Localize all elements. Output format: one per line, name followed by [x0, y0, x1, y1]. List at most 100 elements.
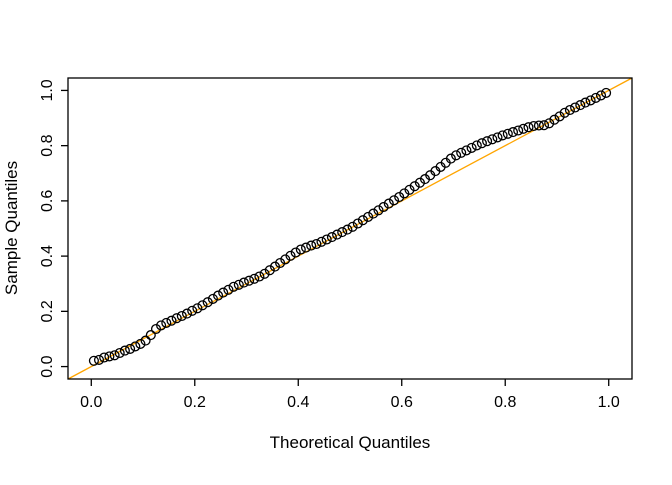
data-point — [166, 315, 177, 326]
data-point — [181, 308, 193, 319]
data-point — [564, 104, 575, 116]
data-point — [300, 242, 312, 253]
data-point — [254, 271, 265, 282]
data-point — [518, 123, 529, 134]
x-axis-title: Theoretical Quantiles — [270, 433, 431, 452]
data-point — [601, 87, 612, 98]
y-tick-label: 0.4 — [39, 245, 56, 267]
data-point — [533, 120, 544, 131]
data-point — [332, 229, 343, 240]
x-tick-label: 0.2 — [184, 394, 206, 411]
data-point — [513, 125, 524, 136]
data-point — [145, 330, 156, 341]
data-point — [337, 227, 348, 238]
data-point — [404, 184, 415, 195]
data-point — [570, 102, 581, 113]
data-point — [559, 107, 570, 118]
data-point — [93, 354, 105, 365]
x-tick-label: 1.0 — [598, 394, 620, 411]
data-point — [109, 350, 120, 361]
data-point — [595, 90, 607, 101]
data-point — [197, 300, 208, 311]
data-point — [280, 254, 291, 265]
data-point — [202, 297, 213, 308]
data-point — [383, 198, 394, 209]
data-point — [269, 261, 281, 272]
y-tick-label: 0.6 — [39, 190, 56, 212]
data-point — [378, 201, 389, 213]
data-point — [104, 351, 115, 362]
x-tick-label: 0.6 — [391, 394, 413, 411]
data-point — [523, 122, 534, 133]
data-point — [140, 335, 151, 346]
data-point — [295, 244, 306, 255]
data-point — [161, 317, 172, 328]
plot-area: 0.0 0.2 0.4 0.6 0.8 1.0 0.0 0.2 0.4 0.6 0.8 1.0 — [39, 77, 633, 411]
data-point — [114, 347, 125, 359]
data-point — [223, 284, 234, 295]
data-point — [373, 205, 384, 216]
data-point — [187, 305, 198, 316]
data-point — [326, 232, 337, 243]
data-point — [285, 250, 296, 261]
data-point — [192, 303, 203, 314]
data-point — [130, 341, 141, 352]
y-tick-label: 0.0 — [39, 355, 56, 377]
data-point — [275, 257, 286, 269]
data-point — [414, 177, 425, 188]
y-tick-label: 0.2 — [39, 300, 56, 322]
data-point — [352, 218, 363, 229]
data-point — [228, 281, 239, 292]
data-point — [507, 127, 519, 138]
data-point — [99, 352, 110, 363]
data-point — [125, 343, 136, 354]
data-point — [119, 345, 130, 356]
data-point — [471, 140, 482, 151]
x-tick-label: 0.4 — [287, 394, 309, 411]
data-point — [150, 323, 162, 335]
data-point — [409, 181, 420, 192]
data-point — [575, 100, 586, 111]
data-point — [502, 128, 513, 139]
data-point — [249, 273, 260, 284]
data-point — [233, 279, 244, 290]
data-point — [207, 293, 218, 304]
data-point — [528, 120, 539, 132]
data-point — [306, 240, 317, 251]
data-point — [259, 268, 270, 279]
data-point — [549, 114, 560, 125]
data-point — [445, 153, 456, 164]
data-point — [461, 145, 472, 156]
data-point — [466, 142, 477, 153]
data-point — [264, 265, 275, 276]
data-point — [357, 215, 368, 226]
plot-box — [67, 77, 633, 380]
data-point — [456, 147, 467, 158]
data-point — [311, 238, 322, 250]
data-point — [290, 247, 301, 258]
data-point — [590, 92, 601, 103]
data-point — [399, 188, 410, 199]
data-point — [492, 132, 503, 143]
data-point — [585, 95, 596, 106]
data-point — [135, 338, 146, 349]
data-point — [88, 355, 99, 366]
y-axis-title: Sample Quantiles — [2, 161, 21, 295]
x-tick-label: 0.8 — [494, 394, 516, 411]
data-point — [244, 275, 255, 286]
data-point — [316, 236, 327, 247]
data-point — [156, 320, 167, 331]
data-point — [342, 224, 353, 235]
data-point — [487, 134, 498, 145]
data-point — [368, 208, 379, 219]
data-point — [218, 287, 229, 298]
data-point — [171, 313, 182, 324]
data-point — [476, 138, 487, 149]
y-tick-label: 1.0 — [39, 79, 56, 101]
data-point — [213, 290, 224, 301]
data-point — [176, 310, 187, 322]
data-point — [321, 234, 332, 245]
data-point — [497, 130, 508, 141]
